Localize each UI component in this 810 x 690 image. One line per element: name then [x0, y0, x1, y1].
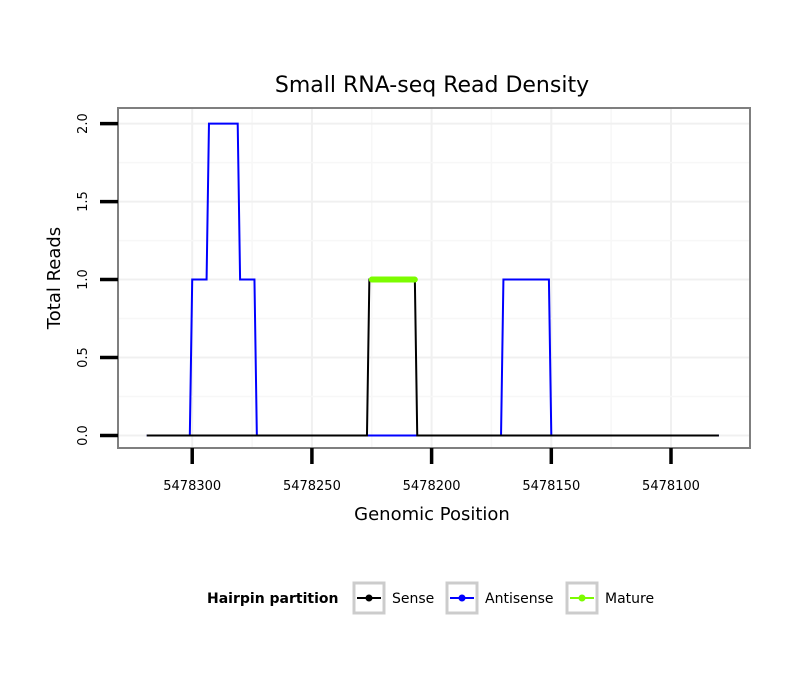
x-axis-title: Genomic Position [354, 504, 510, 525]
legend-title: Hairpin partition [207, 591, 338, 607]
y-tick-label: 0.0 [76, 425, 91, 446]
legend-key-point [458, 594, 466, 602]
legend-item-antisense: Antisense [445, 581, 554, 615]
y-axis: 0.0 0.5 1.0 1.5 2.0 [76, 113, 118, 446]
legend-label: Sense [392, 591, 434, 607]
x-tick-label: 5478250 [283, 479, 341, 494]
plot-panel [118, 108, 750, 448]
legend-key-point [578, 594, 586, 602]
x-tick-label: 5478100 [642, 479, 700, 494]
legend-item-mature: Mature [565, 581, 654, 615]
legend-key-point [365, 594, 373, 602]
series-lines [146, 122, 719, 437]
x-axis: 5478300 5478250 5478200 5478150 5478100 [163, 448, 700, 494]
y-tick-label: 2.0 [76, 113, 91, 134]
y-tick-label: 1.5 [76, 191, 91, 212]
legend-label: Mature [605, 591, 654, 607]
legend-item-sense: Sense [352, 581, 434, 615]
chart-title: Small RNA-seq Read Density [275, 73, 589, 98]
x-tick-label: 5478150 [522, 479, 580, 494]
legend-label: Antisense [485, 591, 554, 607]
y-tick-label: 1.0 [76, 269, 91, 290]
x-tick-label: 5478300 [163, 479, 221, 494]
x-tick-label: 5478200 [403, 479, 461, 494]
y-axis-title: Total Reads [44, 227, 65, 330]
y-tick-label: 0.5 [76, 347, 91, 368]
legend: Hairpin partition Sense Antisense Mature [207, 581, 654, 615]
